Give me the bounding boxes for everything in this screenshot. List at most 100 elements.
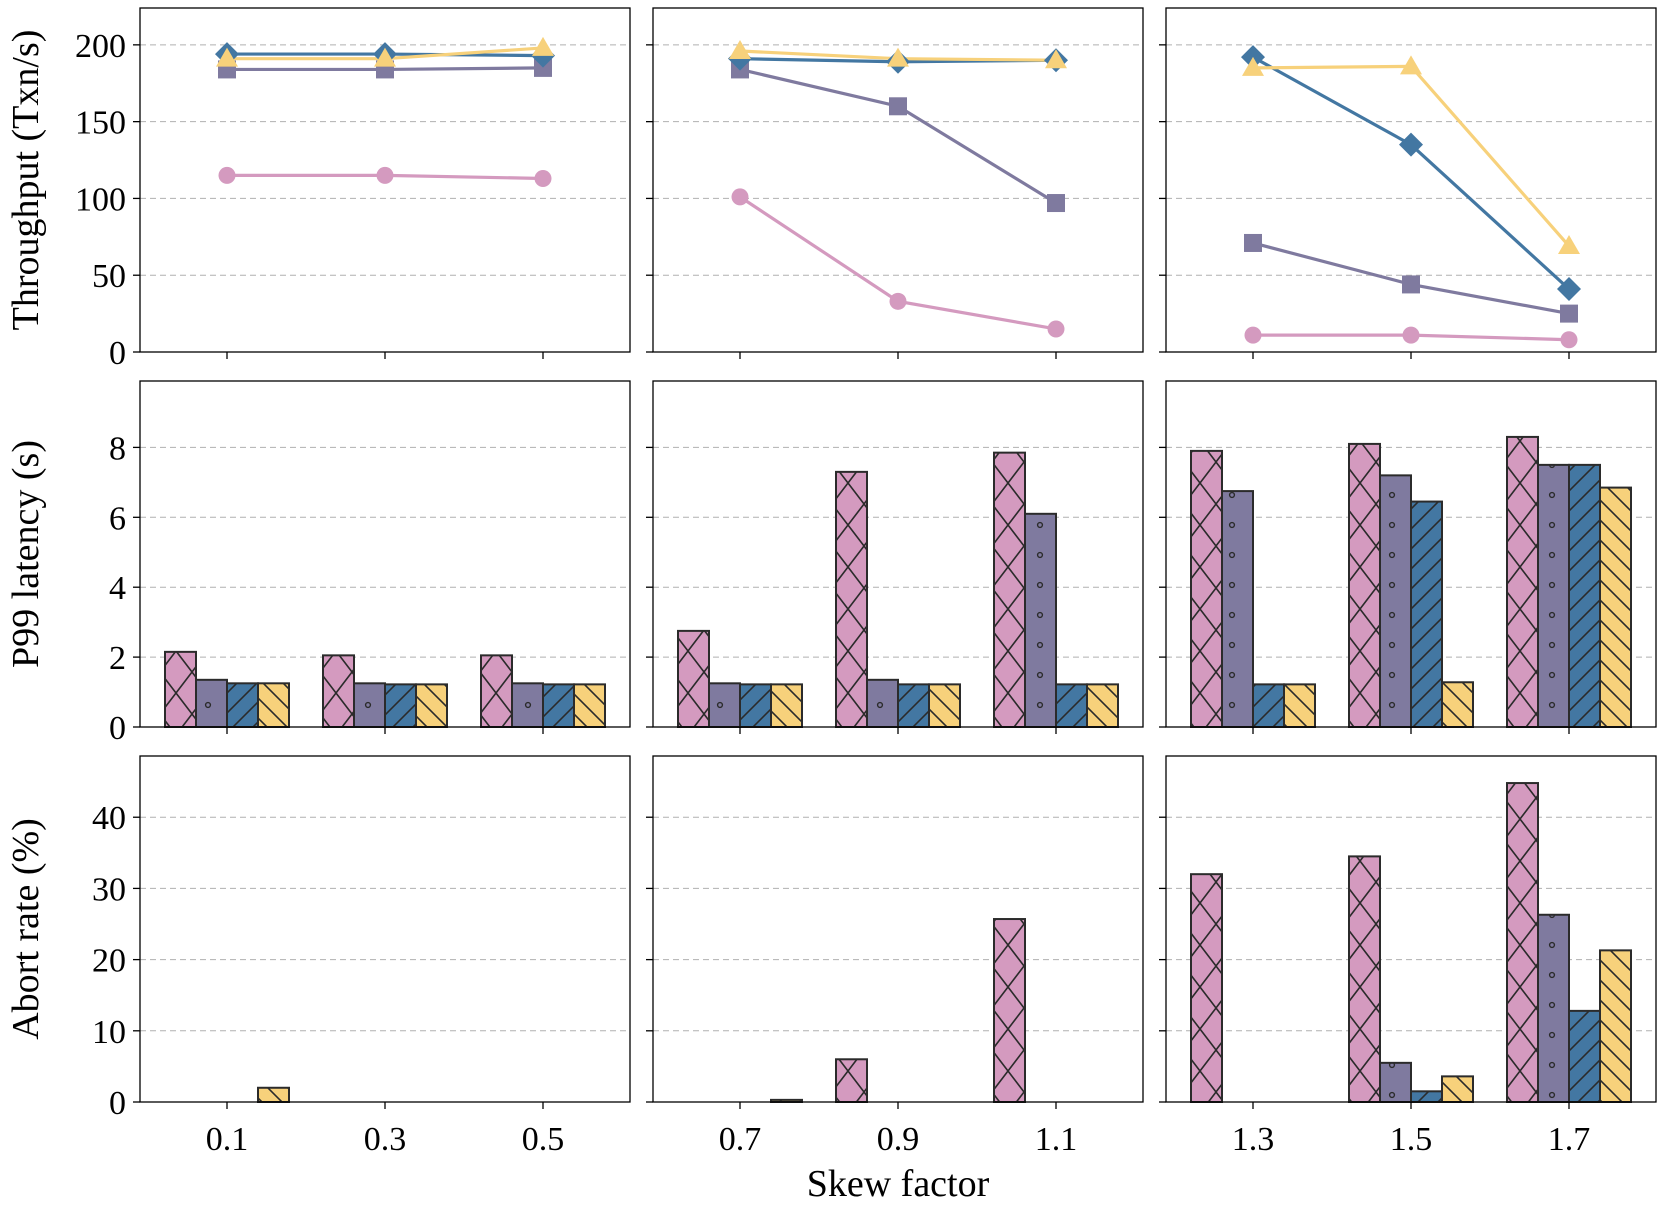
y-tick-label-r1-4: 8 xyxy=(109,430,126,467)
bar-r2-series-1-c1-2-hatch xyxy=(994,919,1025,1102)
marker-series-3-c2-1 xyxy=(1399,132,1423,157)
y-tick-label-r2-0: 0 xyxy=(109,1085,126,1122)
bar-r2-series-3-c2-1-hatch xyxy=(1411,1091,1442,1102)
marker-series-4-c0-0 xyxy=(216,47,238,67)
y-tick-label-r1-3: 6 xyxy=(109,500,126,537)
bar-r1-series-4-c1-1-hatch xyxy=(929,684,960,727)
panel-frame-r1-c1 xyxy=(652,380,1144,728)
bar-r1-series-1-c0-2-hatch xyxy=(481,655,512,727)
y-tick-label-r0-2: 100 xyxy=(75,181,126,218)
bar-r2-series-3-c2-2-hatch xyxy=(1569,1010,1600,1102)
bar-r1-series-1-c2-1-hatch xyxy=(1349,443,1380,727)
y-axis-title-r2: Abort rate (%) xyxy=(5,818,47,1040)
bar-r1-series-3-c1-1-hatch xyxy=(898,684,929,727)
bar-r2-series-1-c1-1-hatch xyxy=(836,1059,867,1102)
bar-r1-series-3-c1-0-hatch xyxy=(740,684,771,727)
x-tick-label-c0-2: 0.5 xyxy=(522,1121,565,1158)
bar-r2-series-1-c2-2-hatch xyxy=(1507,783,1538,1102)
x-tick-label-c0-1: 0.3 xyxy=(364,1121,407,1158)
bar-r2-series-1-c2-0-hatch xyxy=(1191,874,1222,1102)
frame-layer xyxy=(133,7,1657,1109)
marker-series-4-c2-0 xyxy=(1242,56,1264,76)
y-tick-label-r2-2: 20 xyxy=(92,943,126,980)
y-tick-label-r2-3: 30 xyxy=(92,871,126,908)
bar-r1-series-4-c1-0-hatch xyxy=(771,684,802,727)
bar-r1-series-2-c2-1-hatch xyxy=(1380,475,1411,727)
bar-r1-series-1-c1-2-hatch xyxy=(994,452,1025,727)
y-axis-title-r1: P99 latency (s) xyxy=(5,440,47,668)
bar-r1-series-4-c0-0-hatch xyxy=(258,683,289,727)
bar-r1-series-3-c1-2-hatch xyxy=(1056,684,1087,727)
bar-r2-series-2-c2-1-hatch xyxy=(1380,1062,1411,1102)
bar-r1-series-4-c2-1-hatch xyxy=(1442,682,1473,727)
bar-r1-series-4-c0-2-hatch xyxy=(574,684,605,727)
marker-series-1-c0-0 xyxy=(218,166,236,184)
bar-r2-series-4-c2-2-hatch xyxy=(1600,950,1631,1102)
marker-series-1-c1-2 xyxy=(1047,320,1065,338)
panel-frame-r1-c0 xyxy=(139,380,631,728)
bar-r1-series-1-c2-0-hatch xyxy=(1191,450,1222,727)
x-tick-label-c1-1: 0.9 xyxy=(877,1121,920,1158)
marker-series-1-c1-1 xyxy=(889,292,907,310)
line-series-2-c1 xyxy=(739,67,1057,205)
marker-series-2-c0-2 xyxy=(534,58,552,77)
marker-series-4-c1-2 xyxy=(1045,49,1067,69)
bar-r2-series-4-c0-0-hatch xyxy=(258,1087,289,1102)
y-tick-label-r2-4: 40 xyxy=(92,800,126,837)
panel-frame-r2-c2 xyxy=(1165,755,1657,1103)
bar-r1-series-2-c2-2-hatch xyxy=(1538,464,1569,727)
bar-r1-series-1-c0-1-hatch xyxy=(323,655,354,727)
y-tick-label-r1-0: 0 xyxy=(109,710,126,747)
marker-series-4-c2-2 xyxy=(1558,235,1580,255)
x-axis-title: Skew factor xyxy=(807,1163,990,1205)
bar-r1-series-1-c1-0-hatch xyxy=(678,630,709,727)
bar-r1-series-2-c1-2-hatch xyxy=(1025,513,1056,727)
bar-r1-series-3-c2-2-hatch xyxy=(1569,464,1600,727)
bar-r2-series-4-c2-1-hatch xyxy=(1442,1076,1473,1102)
marker-series-4-c0-1 xyxy=(374,47,396,67)
bar-r2-series-1-c2-1-hatch xyxy=(1349,856,1380,1102)
x-tick-label-c2-0: 1.3 xyxy=(1232,1121,1275,1158)
x-tick-label-c1-2: 1.1 xyxy=(1035,1121,1078,1158)
marker-series-4-c1-1 xyxy=(887,47,909,67)
marker-series-4-c0-2 xyxy=(532,36,554,56)
panel-frame-r2-c1 xyxy=(652,755,1144,1103)
y-tick-label-r0-3: 150 xyxy=(75,105,126,142)
bar-r1-series-3-c0-2-hatch xyxy=(543,684,574,727)
bar-r2-series-4-c1-0-hatch xyxy=(771,1099,802,1102)
bar-r1-series-2-c1-0-hatch xyxy=(709,683,740,727)
bar-r1-series-2-c0-0-hatch xyxy=(196,679,227,727)
panel-frame-r0-c2 xyxy=(1165,7,1657,353)
y-tick-label-r1-2: 4 xyxy=(109,570,126,607)
x-tick-label-c0-0: 0.1 xyxy=(206,1121,249,1158)
y-tick-label-r2-1: 10 xyxy=(92,1014,126,1051)
marker-series-3-c2-2 xyxy=(1557,277,1581,302)
x-tick-label-c1-0: 0.7 xyxy=(719,1121,762,1158)
bar-layer xyxy=(164,435,1632,1104)
bar-r1-series-4-c0-1-hatch xyxy=(416,684,447,727)
y-tick-label-r0-0: 0 xyxy=(109,335,126,372)
panel-frame-r0-c1 xyxy=(652,7,1144,353)
bar-r1-series-2-c0-1-hatch xyxy=(354,683,385,727)
marker-series-1-c2-1 xyxy=(1402,326,1420,344)
marker-series-2-c2-0 xyxy=(1244,233,1262,252)
marker-series-2-c2-2 xyxy=(1560,304,1578,323)
panel-frame-r2-c0 xyxy=(139,755,631,1103)
bar-r1-series-3-c0-1-hatch xyxy=(385,684,416,727)
bar-r1-series-2-c2-0-hatch xyxy=(1222,491,1253,727)
bar-r1-series-1-c1-1-hatch xyxy=(836,471,867,727)
marker-series-2-c1-1 xyxy=(889,97,907,116)
bar-r1-series-1-c0-0-hatch xyxy=(165,651,196,727)
bar-r1-series-4-c2-0-hatch xyxy=(1284,684,1315,727)
y-tick-label-r1-1: 2 xyxy=(109,640,126,677)
bar-r2-series-2-c2-2-hatch xyxy=(1538,914,1569,1102)
panel-frame-r1-c2 xyxy=(1165,380,1657,728)
marker-series-1-c1-0 xyxy=(731,188,749,206)
bar-r1-series-3-c0-0-hatch xyxy=(227,683,258,727)
y-tick-label-r0-4: 200 xyxy=(75,28,126,65)
bar-r1-series-4-c1-2-hatch xyxy=(1087,684,1118,727)
marker-series-2-c2-1 xyxy=(1402,275,1420,294)
x-tick-label-c2-1: 1.5 xyxy=(1390,1121,1433,1158)
